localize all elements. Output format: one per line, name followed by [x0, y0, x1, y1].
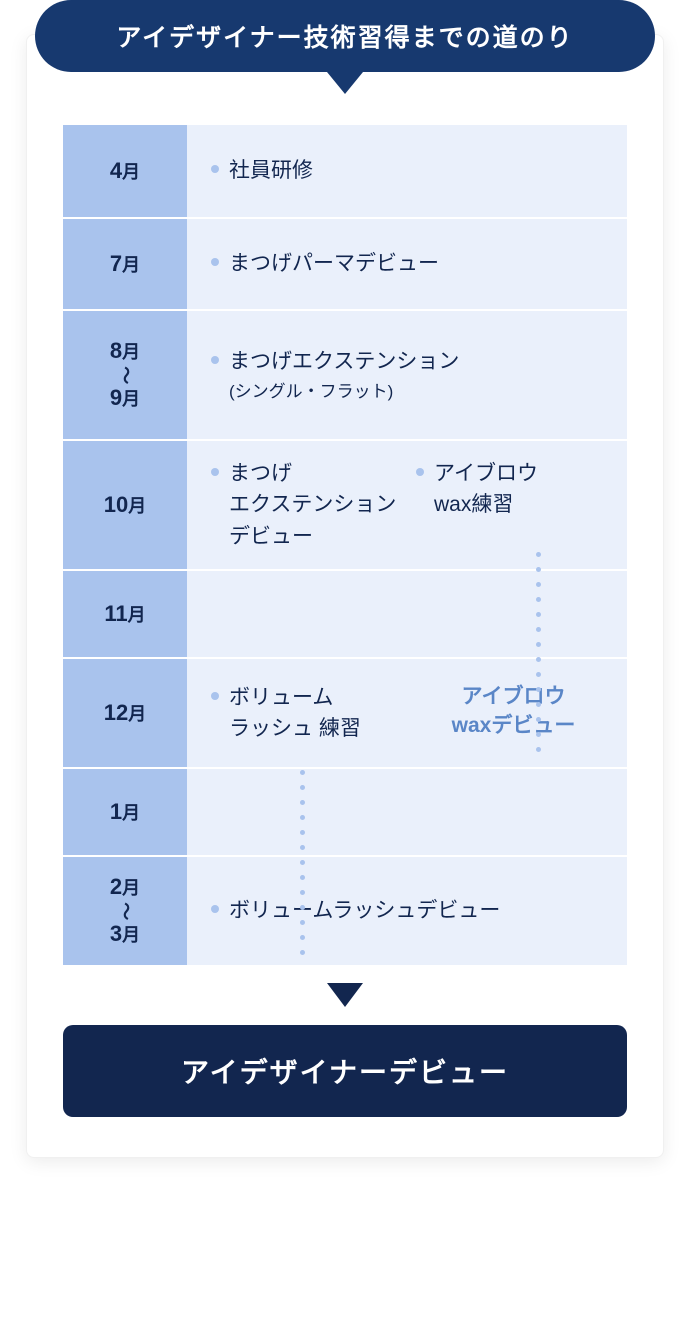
table-row: 8月〜9月まつげエクステンション(シングル・フラット)	[63, 309, 627, 439]
content-cell: ボリュームラッシュデビュー	[187, 857, 627, 965]
month-cell: 12月	[63, 659, 187, 767]
content-cell: まつげエクステンションデビューアイブロウwax練習	[187, 441, 627, 569]
item-text: アイブロウwax練習	[434, 458, 538, 521]
table-row: 12月ボリュームラッシュ 練習アイブロウwaxデビュー	[63, 657, 627, 767]
table-row: 7月 まつげパーマデビュー	[63, 217, 627, 309]
bullet-icon	[211, 258, 219, 266]
month-cell: 1月	[63, 769, 187, 855]
month-cell: 11月	[63, 571, 187, 657]
month-cell: 10月	[63, 441, 187, 569]
month-cell: 2月〜3月	[63, 857, 187, 965]
item-text: まつげエクステンションデビュー	[229, 458, 396, 553]
bullet-icon	[211, 905, 219, 913]
table-row: 11月	[63, 569, 627, 657]
bullet-icon	[211, 356, 219, 364]
dotted-connector	[535, 547, 541, 757]
item-text: ボリュームラッシュデビュー	[229, 895, 500, 927]
header-pointer-icon	[327, 72, 363, 94]
header-title: アイデザイナー技術習得までの道のり	[35, 0, 655, 72]
content-cell: まつげエクステンション(シングル・フラット)	[187, 311, 627, 439]
bullet-icon	[211, 468, 219, 476]
dotted-connector	[299, 765, 305, 960]
item-text: まつげエクステンション(シングル・フラット)	[229, 346, 459, 405]
roadmap-card: 4月 社員研修 7月 まつげパーマデビュー 8月〜9月まつげエクステンション(シングル・…	[26, 34, 664, 1158]
highlight-text: アイブロウwaxデビュー	[416, 682, 611, 741]
table-row: 4月 社員研修	[63, 125, 627, 217]
month-cell: 4月	[63, 125, 187, 217]
content-cell: 社員研修	[187, 125, 627, 217]
content-cell: ボリュームラッシュ 練習アイブロウwaxデビュー	[187, 659, 627, 767]
table-row: 1月	[63, 767, 627, 855]
item-text: まつげパーマデビュー	[229, 248, 439, 280]
table-row: 2月〜3月 ボリュームラッシュデビュー	[63, 855, 627, 965]
item-text: ボリュームラッシュ 練習	[229, 682, 361, 745]
content-cell: まつげパーマデビュー	[187, 219, 627, 309]
month-cell: 7月	[63, 219, 187, 309]
timeline-table: 4月 社員研修 7月 まつげパーマデビュー 8月〜9月まつげエクステンション(シングル・…	[63, 125, 627, 965]
content-cell	[187, 571, 627, 657]
bullet-icon	[211, 165, 219, 173]
month-cell: 8月〜9月	[63, 311, 187, 439]
down-arrow-icon	[327, 983, 363, 1007]
table-row: 10月まつげエクステンションデビューアイブロウwax練習	[63, 439, 627, 569]
bullet-icon	[211, 692, 219, 700]
item-text: 社員研修	[229, 155, 313, 187]
final-banner: アイデザイナーデビュー	[63, 1025, 627, 1117]
content-cell	[187, 769, 627, 855]
bullet-icon	[416, 468, 424, 476]
